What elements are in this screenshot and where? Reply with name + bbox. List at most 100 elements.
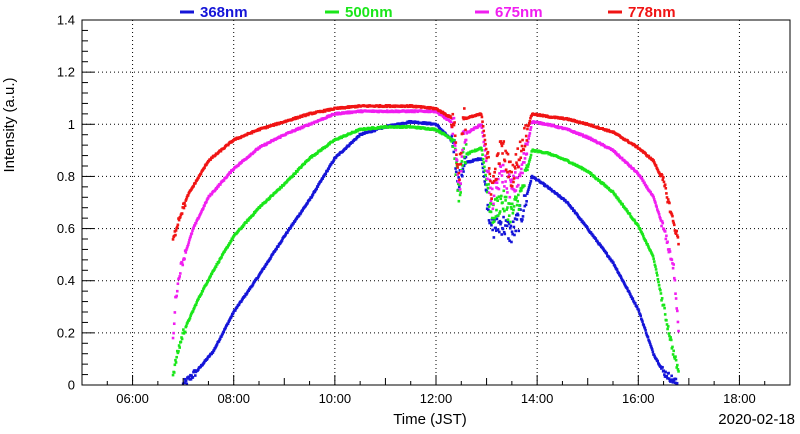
data-point (482, 175, 486, 178)
data-point (615, 196, 619, 199)
data-point (487, 167, 491, 170)
y-axis-title: Intensity (a.u.) (1, 77, 18, 172)
data-point (529, 126, 533, 129)
data-point (660, 224, 663, 228)
data-point (481, 162, 484, 166)
data-point (589, 172, 593, 175)
data-point (663, 184, 666, 188)
data-point (527, 188, 530, 191)
data-point (463, 107, 466, 110)
data-point (174, 358, 177, 362)
data-point (452, 123, 456, 127)
axis-ticks (81, 19, 791, 386)
data-point (483, 169, 487, 172)
data-point (174, 229, 178, 232)
data-point (214, 265, 218, 268)
data-point (480, 113, 483, 116)
data-point (632, 167, 635, 171)
data-point (490, 202, 493, 206)
data-point (492, 194, 496, 198)
data-point (183, 257, 186, 261)
data-point (182, 328, 185, 331)
data-point (186, 243, 190, 247)
data-point (461, 150, 465, 154)
plot-frame (81, 19, 791, 386)
data-point (494, 229, 498, 233)
data-point (242, 223, 246, 227)
data-point (645, 241, 648, 245)
data-point (667, 332, 671, 335)
data-point (215, 342, 219, 346)
data-point (502, 230, 506, 234)
data-point (495, 217, 499, 221)
data-point (490, 223, 493, 227)
data-point (645, 333, 649, 337)
data-point (489, 193, 493, 196)
data-point (252, 212, 256, 216)
data-point (177, 349, 180, 353)
data-point (453, 121, 456, 124)
data-point (498, 172, 501, 175)
data-point (250, 131, 254, 135)
data-point (193, 223, 197, 227)
data-point (667, 377, 671, 380)
data-point (512, 225, 516, 229)
data-point (524, 124, 527, 127)
data-point (636, 171, 640, 175)
data-point (296, 170, 299, 173)
data-point (528, 158, 532, 161)
data-point (633, 301, 637, 305)
data-point (496, 199, 499, 202)
data-point (658, 215, 662, 219)
data-point (644, 183, 648, 187)
data-point (528, 182, 532, 185)
data-point (521, 138, 524, 142)
data-point (581, 219, 584, 223)
data-point (666, 325, 670, 328)
data-point (248, 154, 252, 158)
data-point (313, 190, 317, 194)
data-point (576, 213, 579, 217)
data-point (286, 231, 289, 234)
data-point (191, 309, 195, 313)
data-point (520, 219, 524, 223)
data-point (225, 175, 229, 178)
data-point (538, 121, 542, 124)
data-point (235, 305, 239, 309)
data-point (315, 187, 318, 191)
data-point (651, 254, 655, 258)
data-point (240, 300, 243, 303)
data-point (222, 179, 226, 182)
data-point (452, 138, 456, 142)
data-point (183, 330, 187, 334)
data-point (614, 151, 618, 154)
data-point (510, 230, 514, 234)
data-point (507, 237, 510, 240)
data-point (487, 205, 491, 208)
data-point (226, 143, 230, 147)
data-point (316, 185, 320, 188)
data-point (176, 223, 180, 227)
data-point (662, 176, 665, 179)
tick-labels: 06:00 08:00 10:00 12:00 14:00 16:00 18:00 0 0.2 0… (57, 13, 756, 407)
data-point (516, 147, 520, 150)
data-point (200, 292, 203, 295)
data-point (525, 192, 529, 196)
data-point (665, 234, 668, 238)
data-point (459, 162, 462, 166)
data-point (647, 154, 651, 158)
data-point (210, 352, 213, 356)
data-point (509, 205, 513, 209)
data-point (494, 226, 497, 230)
data-point (490, 216, 494, 220)
data-point (298, 116, 302, 119)
data-point (677, 242, 680, 246)
data-point (510, 184, 514, 188)
data-point (664, 237, 668, 241)
data-point (492, 202, 495, 206)
data-point (507, 214, 511, 217)
data-point (517, 229, 521, 233)
data-point (596, 177, 600, 181)
data-point (173, 311, 177, 314)
